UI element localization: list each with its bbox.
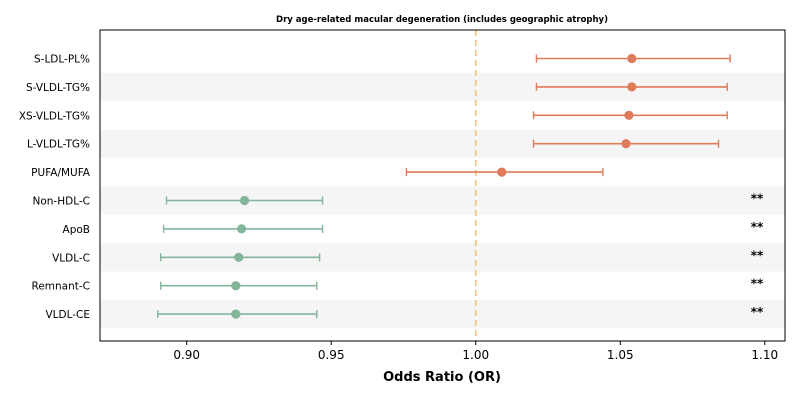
forest-row: S-LDL-PL% — [34, 53, 731, 66]
odds-ratio-point — [231, 281, 241, 291]
row-label: XS-VLDL-TG% — [19, 110, 90, 122]
row-label: VLDL-CE — [45, 309, 90, 321]
x-tick-label: 0.90 — [173, 348, 200, 362]
odds-ratio-point — [624, 110, 634, 120]
row-label: L-VLDL-TG% — [27, 139, 90, 151]
row-label: VLDL-C — [52, 252, 90, 264]
plot-frame — [99, 29, 786, 342]
axes — [99, 29, 786, 342]
x-ticks: 0.90 0.95 1.00 1.05 1.10 — [173, 341, 778, 362]
x-tick-label: 0.95 — [318, 348, 345, 362]
odds-ratio-point — [231, 309, 241, 319]
chart-title: Dry age-related macular degeneration (in… — [276, 15, 608, 25]
row-label: Remnant-C — [32, 281, 91, 293]
x-tick-label: 1.10 — [751, 348, 778, 362]
forest-row: L-VLDL-TG% — [27, 139, 720, 151]
row-label: S-LDL-PL% — [34, 54, 90, 66]
odds-ratio-point — [627, 82, 637, 92]
significance-marker: ** — [751, 192, 764, 206]
forest-row: S-VLDL-TG% — [26, 82, 728, 94]
odds-ratio-point — [497, 167, 507, 177]
forest-row: XS-VLDL-TG% — [19, 110, 728, 122]
odds-ratio-point — [234, 252, 244, 262]
forest-row: VLDL-C ** — [52, 248, 764, 264]
row-label: ApoB — [63, 224, 90, 236]
odds-ratio-point — [621, 139, 631, 149]
forest-row: VLDL-CE ** — [45, 305, 764, 321]
row-label: S-VLDL-TG% — [26, 82, 90, 94]
plot-rows: S-LDL-PL% S-VLDL-TG% XS-VLDL-TG% L-VLDL-TG%… — [19, 54, 764, 322]
significance-marker: ** — [751, 277, 764, 291]
x-tick-label: 1.00 — [462, 348, 489, 362]
row-label: PUFA/MUFA — [31, 167, 91, 179]
forest-row: PUFA/MUFA — [31, 167, 604, 179]
odds-ratio-point — [627, 53, 637, 64]
odds-ratio-point — [237, 224, 247, 234]
row-label: Non-HDL-C — [33, 196, 91, 208]
significance-marker: ** — [751, 220, 764, 234]
odds-ratio-point — [239, 195, 250, 206]
forest-row: Non-HDL-C ** — [33, 192, 764, 208]
forest-row: ApoB ** — [63, 220, 764, 236]
forest-row: Remnant-C ** — [32, 277, 764, 293]
x-axis-label: Odds Ratio (OR) — [383, 370, 501, 385]
significance-marker: ** — [751, 305, 764, 319]
significance-marker: ** — [751, 248, 764, 262]
x-tick-label: 1.05 — [607, 348, 634, 362]
